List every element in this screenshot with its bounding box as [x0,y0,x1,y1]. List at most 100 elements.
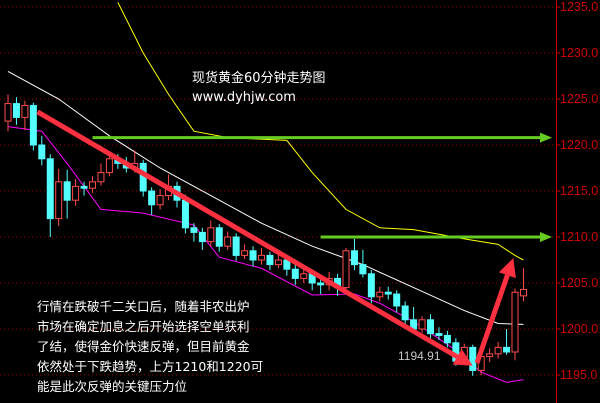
y-tick-label: 1220.0 [560,138,599,152]
candle-body [29,104,37,146]
candle-body [12,103,20,118]
candle-body [350,250,358,266]
candle [401,301,409,326]
candle [384,286,392,300]
candle-body [274,259,282,266]
candle-body [232,236,240,256]
candle [97,163,105,186]
candle-body [469,346,477,371]
candle [427,314,434,339]
candle [232,233,240,261]
candle-body [89,181,96,189]
candle-body [190,227,198,233]
candle-body [55,181,63,220]
candle [511,288,519,361]
trend-arrow-line [36,109,459,359]
candle [12,97,20,125]
candle-body [105,158,113,174]
candle-body [4,103,12,122]
candle [72,179,80,206]
low-price-label: 1194.91 [398,349,441,363]
candle [503,329,511,355]
candle [148,187,156,215]
candle-body [401,305,409,321]
annotation-line: 能是此次反弹的关键压力位 [37,379,188,394]
candle-body [241,250,249,256]
candle [29,102,37,151]
arrowhead-icon [452,348,473,366]
candle-body [72,185,80,201]
candle-body [300,273,308,279]
candle-body [384,291,392,295]
candle [80,181,88,196]
candle-body [215,227,223,247]
candle-body [376,291,384,298]
candle [249,246,257,267]
chart-title: 现货黄金60分钟走势图 [192,71,326,86]
candle-body [486,353,494,358]
candle-body [148,190,156,206]
annotation-text: 行情在跌破千二关口后，随着非农出炉 市场在确定加息之后开始选择空单获利 了结，使… [37,297,263,397]
candle-body [80,185,88,189]
candle [418,316,426,333]
candle-body [367,273,375,298]
ma-white-line [7,70,524,325]
candle [291,264,299,285]
annotation-line: 了结，使得金价快速反弹，但目前黄金 [37,339,250,354]
y-tick-label: 1225.0 [560,92,599,106]
candle-body [38,144,46,160]
candle-body [427,319,434,335]
candle [317,277,325,295]
candle [38,135,46,166]
candle-body [258,254,265,261]
candle-body [63,181,71,201]
candle [519,268,527,302]
candle [494,341,502,359]
candle-body [435,333,443,336]
candle-body [494,346,502,355]
candle [359,249,367,278]
candle-body [519,288,527,297]
candle-body [418,319,426,330]
candle [63,169,71,219]
y-tick-label: 1235.0 [560,0,599,14]
candle-body [97,172,105,183]
candle-body [511,291,519,353]
y-tick-label: 1215.0 [560,184,599,198]
candle [274,253,282,269]
annotation-line: 行情在跌破千二关口后，随着非农出炉 [37,299,250,314]
candle [443,330,451,348]
annotation-line: 依然处于下跌趋势，上方1210和1220可 [37,359,264,374]
candle [469,344,477,376]
candle-body [393,293,401,307]
annotation-line: 市场在确定加息之后开始选择空单获利 [37,319,250,334]
y-tick-label: 1200.0 [560,322,599,336]
trend-arrow-line [474,274,510,364]
candle [139,159,147,197]
candle-body [156,195,164,206]
candle [55,168,63,226]
candle [258,248,265,265]
candle-body [342,250,350,289]
candle [46,154,54,237]
candle [486,348,494,363]
candle-body [359,264,367,275]
arrowhead-icon [498,258,516,279]
y-tick-label: 1205.0 [560,276,599,290]
arrowhead-icon [540,132,552,143]
candle-body [503,346,511,353]
y-tick-label: 1230.0 [560,46,599,60]
candle [435,327,443,341]
candle-body [291,268,299,279]
candle [21,100,29,131]
candle [350,238,358,271]
candle-body [266,254,274,266]
candle [241,244,249,260]
candle-body [46,158,54,220]
candle [207,220,215,247]
candle-body [443,334,451,344]
candle [393,290,401,313]
candle-body [198,231,206,243]
